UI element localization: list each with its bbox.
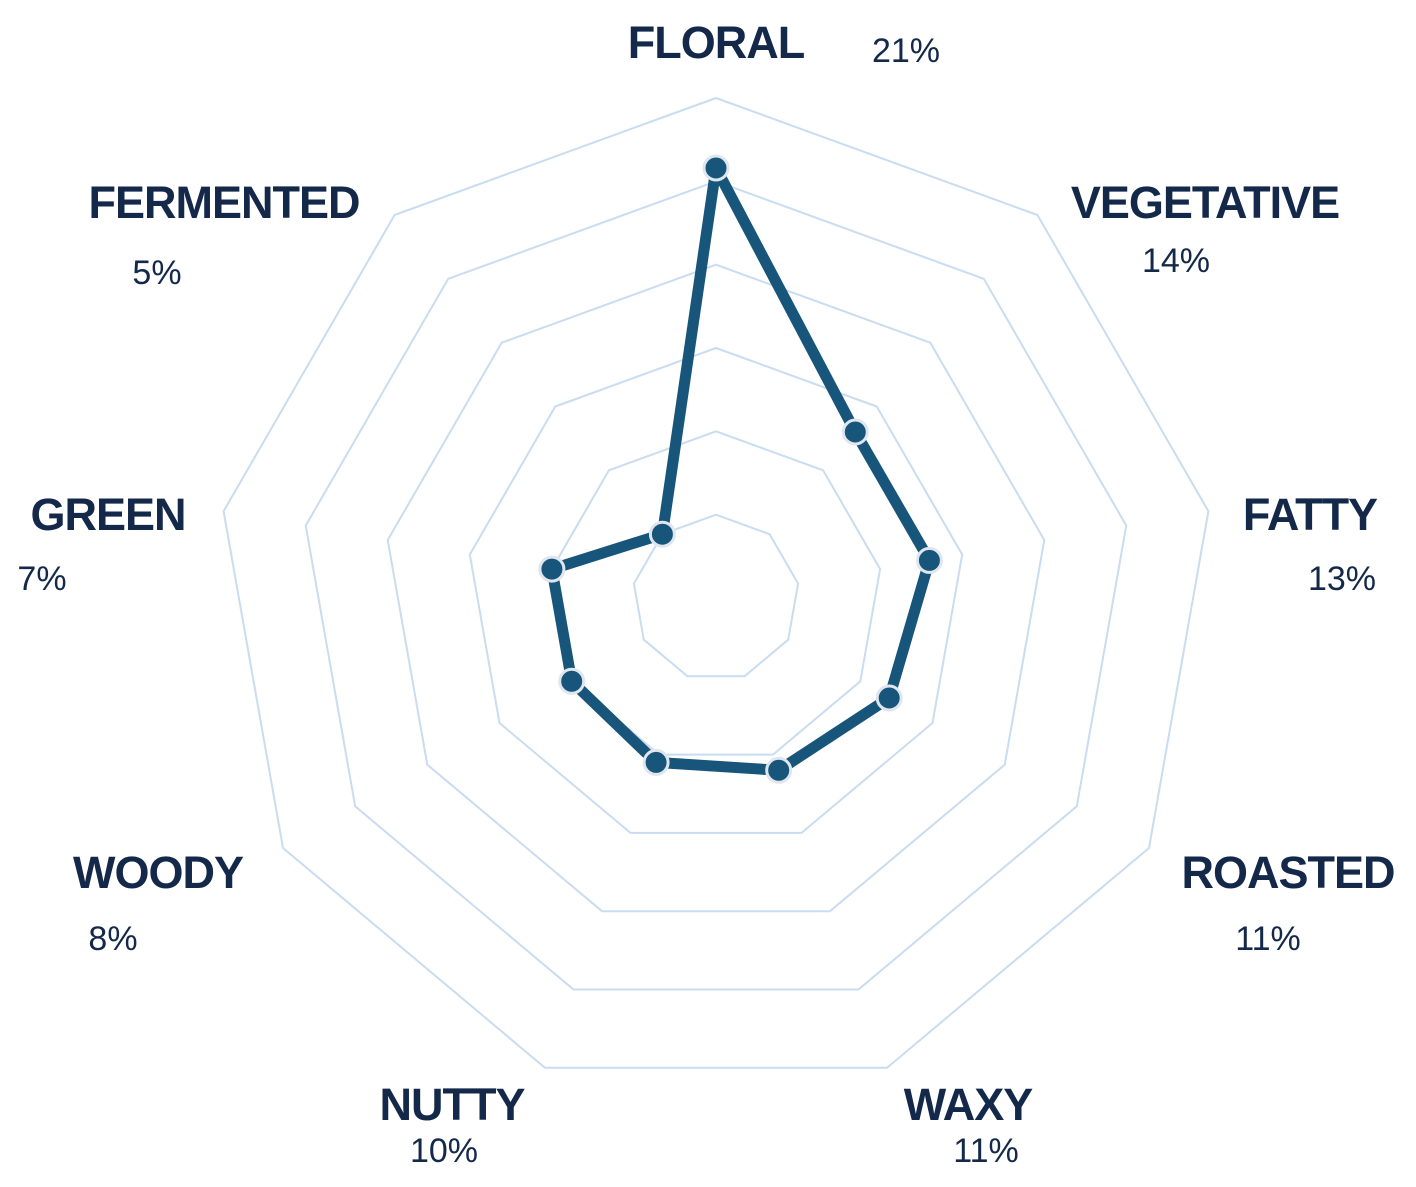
value-label-waxy: 11%: [953, 1132, 1019, 1170]
axis-label-waxy: WAXY: [904, 1079, 1034, 1130]
data-point-nutty: [642, 748, 670, 776]
data-point-vegetative: [841, 418, 869, 446]
data-point-fatty: [915, 546, 943, 574]
series-line: [546, 162, 935, 776]
value-label-floral: 21%: [872, 32, 940, 70]
axis-label-nutty: NUTTY: [380, 1079, 526, 1130]
value-label-fatty: 13%: [1308, 560, 1376, 598]
grid-ring-4: [386, 263, 1046, 913]
axis-label-fatty: FATTY: [1243, 489, 1378, 540]
series-points: [538, 154, 943, 784]
value-label-green: 7%: [17, 560, 66, 598]
value-label-vegetative: 14%: [1142, 242, 1210, 280]
grid-ring-1: [632, 513, 800, 678]
axis-label-fermented: FERMENTED: [89, 177, 360, 228]
data-point-woody: [558, 667, 586, 695]
data-point-floral: [702, 154, 730, 182]
value-label-roasted: 11%: [1235, 920, 1301, 958]
value-label-nutty: 10%: [410, 1132, 478, 1170]
data-point-green: [538, 555, 566, 583]
series-layer: [546, 162, 935, 776]
axis-label-floral: FLORAL: [628, 17, 805, 68]
axis-label-green: GREEN: [30, 489, 185, 540]
grid-ring-2: [550, 430, 882, 756]
grid-ring-5: [304, 180, 1128, 991]
value-label-fermented: 5%: [132, 254, 181, 292]
grid-rings: [222, 96, 1210, 1069]
value-label-woody: 8%: [88, 920, 137, 958]
axis-labels: FLORAL 21% VEGETATIVE 14% FATTY 13% ROASTED 11%…: [17, 17, 1395, 1170]
axis-label-woody: WOODY: [73, 847, 244, 898]
grid-ring-6: [222, 96, 1210, 1069]
axis-label-vegetative: VEGETATIVE: [1071, 177, 1339, 228]
grid-ring-3: [468, 346, 964, 834]
data-point-fermented: [648, 520, 676, 548]
data-point-waxy: [765, 756, 793, 784]
data-point-roasted: [875, 684, 903, 712]
axis-label-roasted: ROASTED: [1181, 847, 1394, 898]
